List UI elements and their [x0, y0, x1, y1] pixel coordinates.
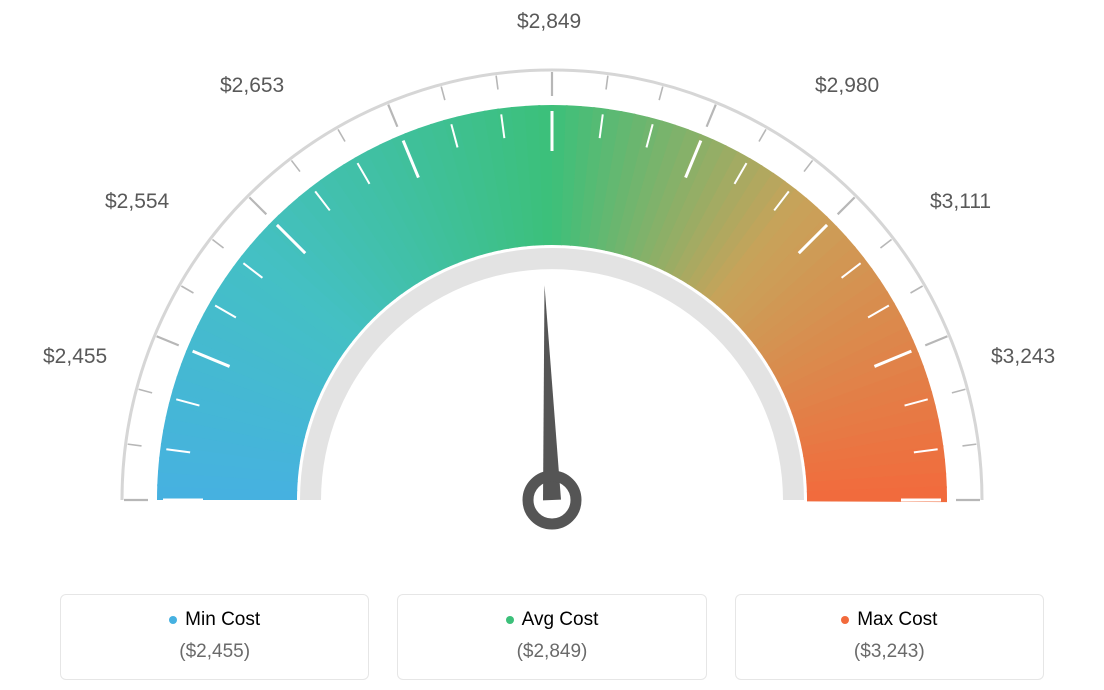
gauge-area: $2,455 $2,554 $2,653 $2,849 $2,980 $3,111 $3,2… — [0, 0, 1104, 560]
legend-min-title: Min Cost — [169, 609, 260, 631]
dot-icon — [506, 616, 514, 624]
legend-avg-cost: Avg Cost ($2,849) — [397, 594, 706, 680]
legend-avg-value: ($2,849) — [408, 641, 695, 663]
legend-max-value: ($3,243) — [746, 641, 1033, 663]
gauge-tick-label: $2,455 — [43, 345, 107, 369]
legend-avg-label: Avg Cost — [522, 609, 599, 631]
gauge-tick-label: $2,980 — [815, 74, 879, 98]
gauge-tick-label: $2,849 — [517, 10, 581, 34]
gauge-tick-label: $2,554 — [105, 190, 169, 214]
dot-icon — [841, 616, 849, 624]
gauge-chart-container: $2,455 $2,554 $2,653 $2,849 $2,980 $3,111 $3,2… — [0, 0, 1104, 690]
legend-avg-title: Avg Cost — [506, 609, 599, 631]
legend-row: Min Cost ($2,455) Avg Cost ($2,849) Max … — [0, 594, 1104, 680]
legend-min-label: Min Cost — [185, 609, 260, 631]
legend-max-cost: Max Cost ($3,243) — [735, 594, 1044, 680]
legend-min-cost: Min Cost ($2,455) — [60, 594, 369, 680]
legend-min-value: ($2,455) — [71, 641, 358, 663]
gauge-tick-label: $3,243 — [991, 345, 1055, 369]
legend-max-label: Max Cost — [857, 609, 937, 631]
legend-max-title: Max Cost — [841, 609, 937, 631]
dot-icon — [169, 616, 177, 624]
gauge-tick-label: $2,653 — [220, 74, 284, 98]
gauge-tick-label: $3,111 — [930, 190, 991, 214]
